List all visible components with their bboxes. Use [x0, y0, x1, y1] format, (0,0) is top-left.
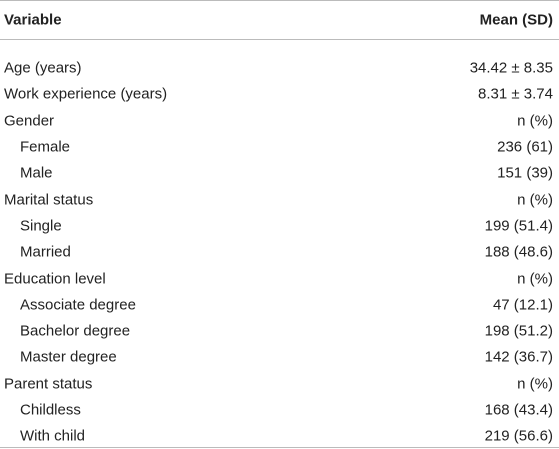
row-label: Female: [20, 138, 71, 156]
table-row: Education level n (%): [0, 265, 559, 291]
table-row: With child 219 (56.6): [0, 423, 559, 449]
row-label: Associate degree: [20, 296, 136, 314]
header-cell: Mean (SD): [479, 11, 553, 29]
table-row: Male 151 (39): [0, 160, 559, 186]
row-value: 151 (39): [497, 164, 553, 182]
table-row: Work experience (years) 8.31 ± 3.74: [0, 81, 559, 107]
row-label: Bachelor degree: [20, 322, 131, 340]
table-row: Marital status n (%): [0, 187, 559, 213]
row-value: 198 (51.2): [484, 322, 553, 340]
row-value: 47 (12.1): [492, 296, 553, 314]
row-value: 219 (56.6): [484, 427, 553, 445]
row-value: n (%): [517, 191, 553, 209]
row-value: 8.31 ± 3.74: [478, 85, 553, 103]
table-row: Married 188 (48.6): [0, 239, 559, 265]
row-value: n (%): [517, 270, 553, 288]
row-label: Master degree: [20, 348, 117, 366]
row-label: Married: [20, 243, 71, 261]
row-value: 236 (61): [497, 138, 553, 156]
header-row: Variable Mean (SD): [0, 0, 559, 40]
row-value: 168 (43.4): [484, 401, 553, 419]
row-label: Marital status: [4, 191, 94, 209]
table-row: Master degree 142 (36.7): [0, 344, 559, 370]
table-row: Bachelor degree 198 (51.2): [0, 318, 559, 344]
row-value: n (%): [517, 375, 553, 393]
row-label: Work experience (years): [4, 85, 168, 103]
row-value: 188 (48.6): [484, 243, 553, 261]
table-row: Associate degree 47 (12.1): [0, 292, 559, 318]
row-label: Male: [20, 164, 53, 182]
row-label: Parent status: [4, 375, 93, 393]
row-label: Age (years): [4, 59, 82, 77]
table-row: Age (years) 34.42 ± 8.35: [0, 55, 559, 81]
row-value: 199 (51.4): [484, 217, 553, 235]
row-label: Gender: [4, 112, 55, 130]
table-row: Childless 168 (43.4): [0, 397, 559, 423]
row-value: n (%): [517, 112, 553, 130]
table-row: Parent status n (%): [0, 371, 559, 397]
table-row: Gender n (%): [0, 108, 559, 134]
row-label: Education level: [4, 270, 106, 288]
row-label: Single: [20, 217, 62, 235]
row-label: With child: [20, 427, 86, 445]
bottom-rule: [0, 447, 559, 448]
table-row: Single 199 (51.4): [0, 213, 559, 239]
header-cell: Variable: [4, 11, 62, 29]
row-value: 34.42 ± 8.35: [469, 59, 553, 77]
row-label: Childless: [20, 401, 81, 419]
row-value: 142 (36.7): [484, 348, 553, 366]
table-row: Female 236 (61): [0, 134, 559, 160]
